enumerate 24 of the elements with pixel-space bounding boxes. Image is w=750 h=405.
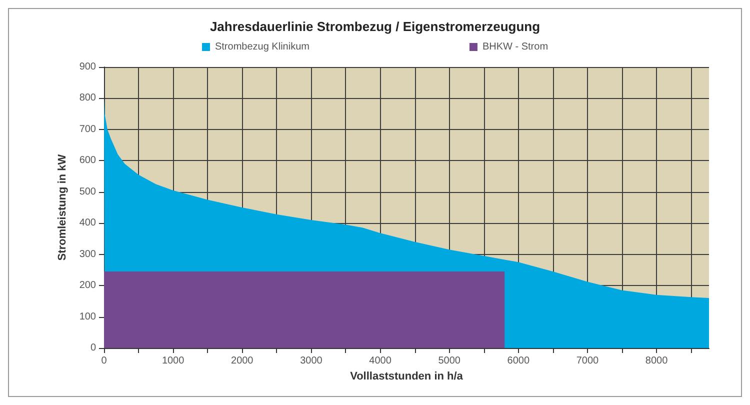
- chart-title: Jahresdauerlinie Strombezug / Eigenstromerzeugung: [210, 19, 540, 34]
- y-tick-label: 300: [79, 248, 96, 260]
- x-tick-label: 7000: [576, 356, 600, 366]
- y-tick-label: 100: [79, 311, 96, 322]
- y-tick-label: 700: [79, 124, 96, 135]
- x-tick-label: 8000: [645, 356, 668, 366]
- y-axis-title: Stromleistung in kW: [56, 154, 68, 261]
- y-tick-label: 0: [90, 342, 96, 354]
- x-tick-label: 4000: [369, 356, 392, 366]
- legend-label: Strombezug Klinikum: [214, 42, 310, 52]
- x-tick-label: 0: [101, 356, 108, 366]
- x-axis-title: Volllaststunden in h/a: [350, 370, 464, 382]
- x-tick-label: 6000: [507, 356, 530, 366]
- y-tick-label: 800: [79, 92, 96, 104]
- y-tick-label: 400: [79, 218, 96, 229]
- x-tick-label: 1000: [162, 356, 185, 366]
- y-tick-label: 200: [79, 280, 96, 292]
- legend-label: BHKW - Strom: [482, 42, 548, 52]
- x-tick-label: 2000: [231, 356, 254, 366]
- x-tick-label: 3000: [300, 356, 323, 366]
- y-tick-label: 500: [79, 186, 96, 198]
- y-tick-label: 600: [79, 155, 96, 166]
- x-tick-label: 5000: [438, 356, 461, 366]
- y-tick-label: 900: [79, 62, 96, 72]
